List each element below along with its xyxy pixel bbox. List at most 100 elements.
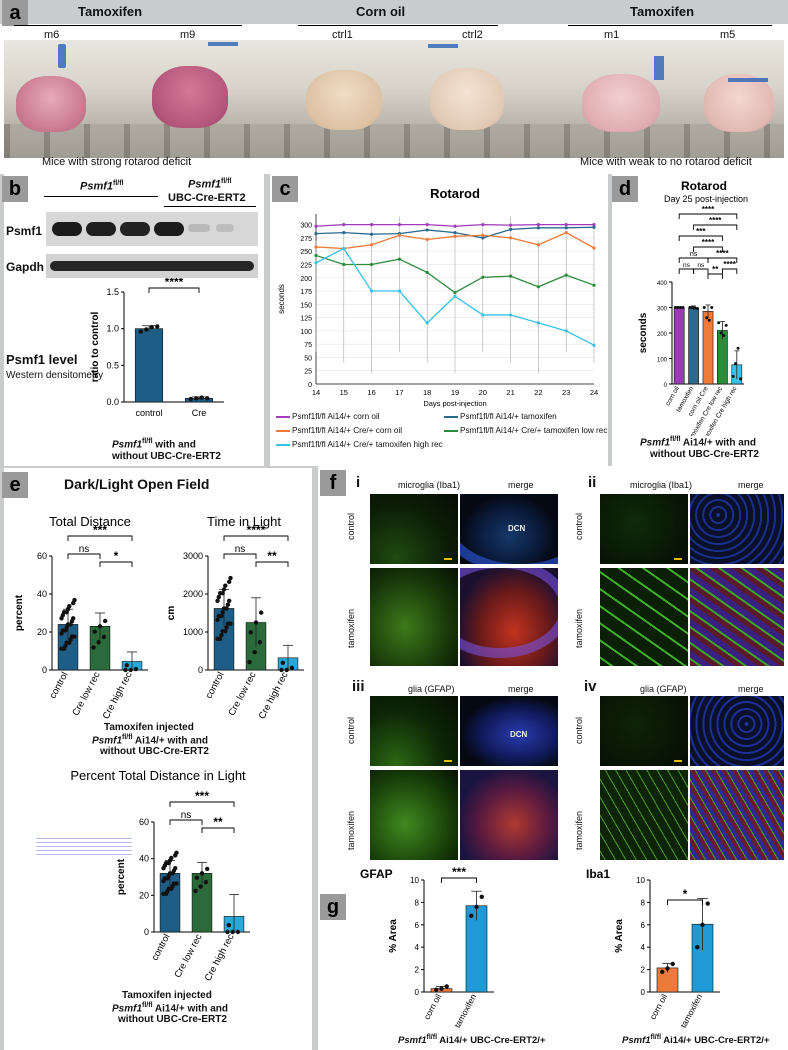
series-point [481,223,485,227]
data-point [479,894,484,899]
psmf1-level-subtitle: Western densitometry [6,370,104,381]
significance-label: *** [696,227,706,236]
data-point [155,324,160,329]
panel-b-footer-line2: without UBC-Cre-ERT2 [112,451,221,462]
micrograph-ii-control-iba1 [600,494,688,564]
chart-title: Rotarod [681,179,727,193]
data-point [280,660,285,666]
data-point [68,622,73,627]
y-tick-label: 0 [664,383,668,389]
chart-title: Percent Total Distance in Light [70,768,246,783]
micrograph-ii-control-merge [690,494,784,564]
x-tick-label: Cre [192,408,207,418]
data-point [717,321,721,325]
panel-a-header-band [0,0,788,24]
group-bracket-line-right [568,25,772,26]
row-label-tamoxifen-iv: tamoxifen [574,810,584,850]
series-point [425,321,429,325]
data-point [702,306,706,309]
band [86,222,116,236]
x-tick-label: Cre high rec [257,670,291,721]
panel-a-label: a [2,0,28,26]
data-point [138,329,143,334]
caption-strong-deficit: Mice with strong rotarod deficit [42,156,192,168]
data-point [193,888,198,894]
x-axis-label: Days post-injection [423,399,486,408]
micrograph-iv-control-gfap [600,696,688,766]
legend-swatch [276,443,290,446]
y-tick-label: 75 [304,342,312,349]
data-point [252,649,257,655]
chart-g-iba1: 0 2 4 6 8 10 % Area corn oil tamoxifen Iba1 * [586,867,720,1029]
y-tick-label: 100 [657,358,668,364]
significance-label: ns [690,251,698,258]
micrograph-iii-control-gfap [370,696,458,766]
data-point [670,961,675,967]
tube-label-m9: m9 [180,29,196,41]
x-tick-label: Cre low rec [226,670,258,718]
y-tick-label: 125 [300,316,312,323]
chart-title: Time in Light [207,514,281,529]
series-point [397,233,401,237]
significance-bracket [169,819,203,825]
group-label-tamoxifen-right: Tamoxifen [630,4,695,19]
series-point [397,257,401,261]
data-point [124,663,129,668]
scale-bar [444,760,452,762]
micrograph-iii-tamoxifen-merge [460,770,558,860]
data-point [673,306,677,309]
x-tick-label: 16 [367,388,375,397]
legend-swatch [276,415,290,418]
data-point [91,645,96,650]
row-label-tamoxifen-i: tamoxifen [346,608,356,648]
x-tick-label: control [135,408,162,418]
data-point [707,318,711,322]
group-label-corn-oil: Corn oil [356,4,406,19]
data-point [161,878,166,884]
band [50,261,254,271]
x-tick-label: Cre low rec [70,670,102,718]
series-point [342,246,346,251]
chart-e-total-distance: Total Distance 0 20 40 60 percent control Cre l… [14,514,148,721]
data-point [257,640,263,645]
series-point [536,285,540,289]
significance-label: **** [709,216,722,225]
significance-bracket [148,287,200,293]
series-point [397,289,401,293]
data-point [731,374,735,378]
micrograph-iv-tamoxifen-merge [690,770,784,860]
brain-m5 [704,74,774,132]
significance-label: ** [267,549,277,563]
western-blot-psmf1 [46,212,258,246]
chart-e-percent-light: Percent Total Distance in Light 0 20 40 60 pe… [70,768,250,983]
series-point [592,225,596,229]
chart-title: Rotarod [430,186,480,201]
series-point [536,321,540,325]
x-tick-label: 14 [312,388,320,397]
y-tick-label: 50 [304,355,312,362]
genotype-ubc-cre-ert2: UBC-Cre-ERT2 [168,192,246,204]
x-tick-label: tamoxifen [452,992,478,1029]
y-tick-label: 200 [300,276,312,283]
y-tick-label: 6 [641,921,646,930]
panel-b: b Psmf1fl/fl Psmf1fl/fl UBC-Cre-ERT2 Psm… [0,174,264,466]
panel-g-footer-right: Psmf1fl/fl Ai14/+ UBC-Cre-ERT2/+ [622,1034,770,1047]
data-point [224,606,229,611]
panel-e-side-band [0,466,4,1050]
tube-mark [58,44,66,68]
chart-subtitle: Day 25 post-injection [664,194,748,204]
y-tick-label: 0 [415,988,420,997]
y-tick-label: 4 [415,943,420,952]
chart-c: Rotarod 0 25 50 75 100 125 150 175 200 225 250 275 30… [277,186,598,408]
y-axis-label: seconds [277,284,286,314]
significance-label: ** [213,815,223,829]
header-merge-ii: merge [738,480,764,490]
series-point [370,262,374,267]
header-microglia-i: microglia (Iba1) [398,480,461,490]
panel-g: g 0 2 4 6 8 10% Area corn oil tamoxifen GFAP *** … [312,860,788,1050]
significance-label: * [683,887,688,901]
data-point [259,610,264,615]
y-tick-label: 2 [641,966,646,975]
row-label-control-i: control [346,512,356,540]
data-point [67,640,72,645]
